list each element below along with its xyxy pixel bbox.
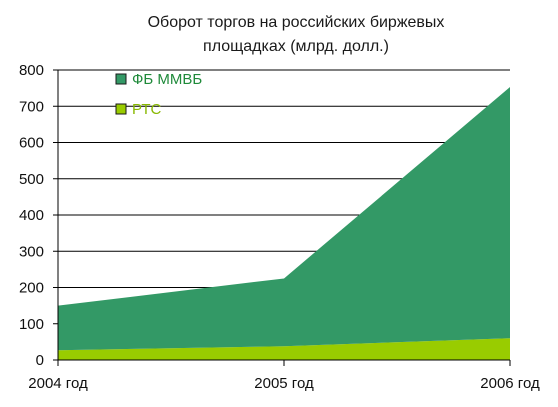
x-tick-label: 2006 год bbox=[480, 375, 540, 392]
area-series-0 bbox=[58, 338, 510, 360]
y-tick-label: 200 bbox=[19, 280, 44, 297]
area-series-1 bbox=[58, 87, 510, 351]
y-tick-label: 500 bbox=[19, 171, 44, 188]
gridlines bbox=[58, 69, 510, 325]
legend-swatch-1 bbox=[115, 103, 127, 115]
legend-label-0: ФБ ММВБ bbox=[132, 71, 202, 88]
legend-swatch-0 bbox=[115, 73, 127, 85]
y-tick-label: 600 bbox=[19, 135, 44, 152]
y-tick-label: 800 bbox=[19, 62, 44, 79]
legend-label-1: РТС bbox=[132, 101, 161, 118]
plot-area bbox=[58, 87, 510, 360]
legend: ФБ ММВБ РТС bbox=[115, 71, 202, 118]
x-tick-label: 2005 год bbox=[254, 375, 314, 392]
y-tick-label: 0 bbox=[36, 352, 44, 369]
y-tick-label: 100 bbox=[19, 316, 44, 333]
axes: 0 100 200 300 400 500 600 700 800 2004 год 2005 го… bbox=[19, 62, 540, 392]
chart-title-line-2: площадках (млрд. долл.) bbox=[203, 38, 389, 55]
y-tick-label: 400 bbox=[19, 207, 44, 224]
chart-title-line-1: Оборот торгов на российских биржевых bbox=[148, 14, 445, 31]
x-tick-label: 2004 год bbox=[28, 375, 88, 392]
y-tick-label: 300 bbox=[19, 243, 44, 260]
y-tick-label: 700 bbox=[19, 98, 44, 115]
